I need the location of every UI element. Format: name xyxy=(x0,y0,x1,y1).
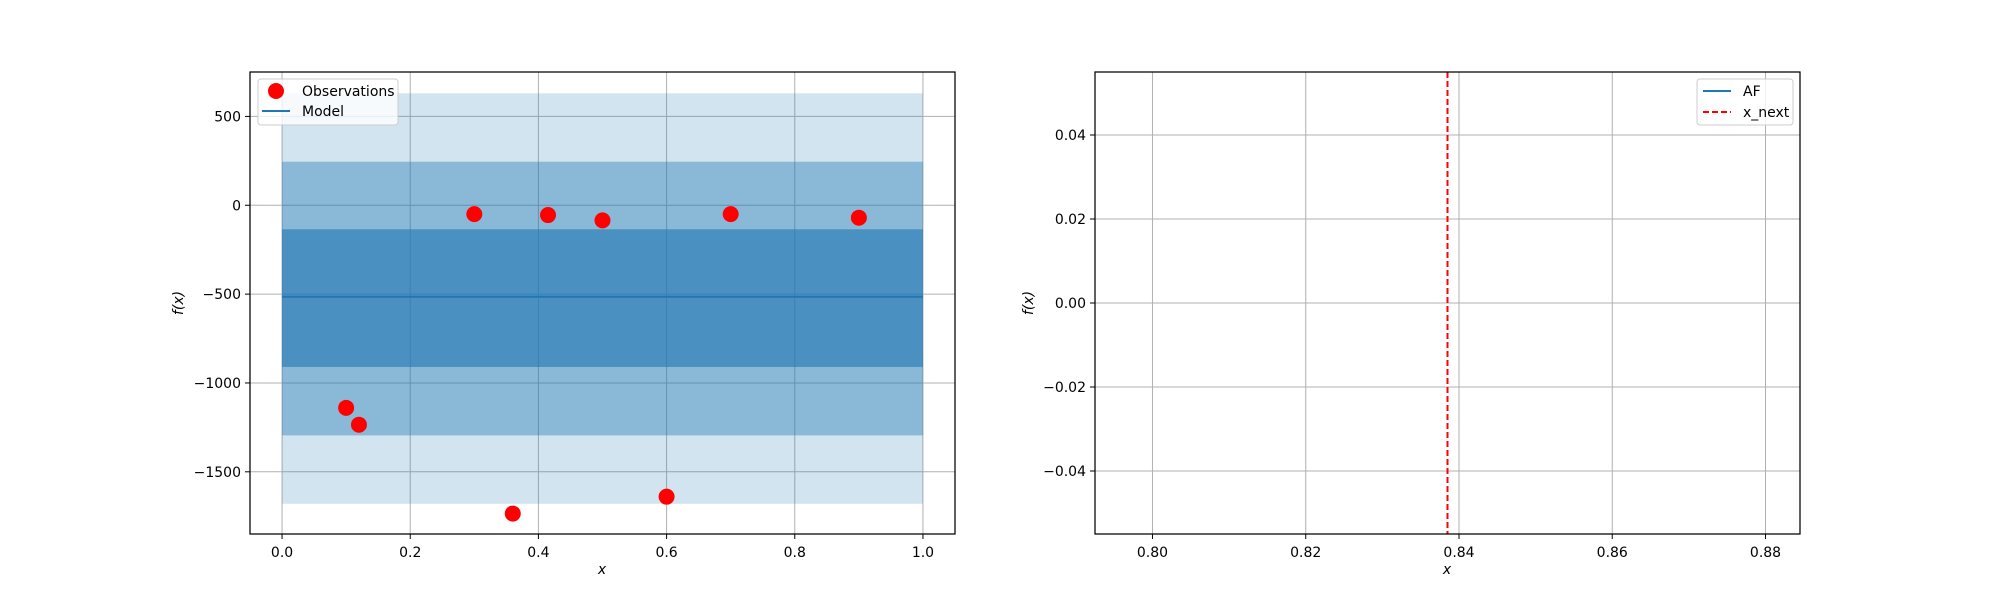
x-tick-label: 0.4 xyxy=(527,545,549,561)
legend-observations-marker xyxy=(268,83,284,99)
y-axis-label: f(x) xyxy=(1021,291,1037,315)
plot-frame xyxy=(249,71,956,535)
x-tick-label: 1.0 xyxy=(912,545,934,561)
legend-af-label: AF xyxy=(1743,84,1761,100)
legend-observations-label: Observations xyxy=(302,84,395,100)
observation-point xyxy=(594,212,611,229)
legend-x-next-label: x_next xyxy=(1743,105,1790,121)
x-tick-label: 0.8 xyxy=(784,545,806,561)
chart-right-acquisition-function: 0.80 0.82 0.84 0.86 0.88 0.04 0.02 0.00 −0.02 −0.… xyxy=(1021,71,1801,578)
y-tick-label: 500 xyxy=(214,109,241,125)
observation-point xyxy=(338,399,355,416)
y-tick-label: −1500 xyxy=(194,465,241,481)
y-tick-label: 0.02 xyxy=(1055,212,1086,228)
axis-ticks: 0.0 0.2 0.4 0.6 0.8 1.0 500 0 −500 −1000 −1500 xyxy=(194,109,934,561)
x-tick-label: 0.84 xyxy=(1443,545,1474,561)
legend-frame xyxy=(257,78,399,126)
observation-point xyxy=(540,207,557,224)
x-axis-label: x xyxy=(1442,562,1452,578)
observation-point xyxy=(466,206,483,223)
x-tick-label: 0.6 xyxy=(655,545,677,561)
x-axis-label: x xyxy=(597,562,607,578)
y-tick-label: −0.02 xyxy=(1043,380,1086,396)
y-tick-label: −0.04 xyxy=(1043,464,1086,480)
legend-model-label: Model xyxy=(302,104,344,120)
y-tick-label: 0.00 xyxy=(1055,296,1086,312)
observation-point xyxy=(658,488,675,505)
observation-point xyxy=(504,505,521,522)
x-tick-label: 0.82 xyxy=(1290,545,1321,561)
y-tick-label: 0.04 xyxy=(1055,128,1086,144)
x-tick-label: 0.0 xyxy=(271,545,293,561)
observation-point xyxy=(850,209,867,226)
chart-left-observations-model: 0.0 0.2 0.4 0.6 0.8 1.0 500 0 −500 −1000 −1500 x f… xyxy=(171,71,956,578)
confidence-bands xyxy=(282,93,923,504)
x-tick-label: 0.86 xyxy=(1597,545,1628,561)
confidence-band-1-sigma xyxy=(282,229,923,367)
observation-point xyxy=(722,206,739,223)
x-tick-label: 0.88 xyxy=(1750,545,1781,561)
x-tick-label: 0.80 xyxy=(1137,545,1168,561)
y-tick-label: −500 xyxy=(203,287,241,303)
legend: Observations Model xyxy=(257,78,399,126)
x-tick-label: 0.2 xyxy=(399,545,421,561)
axis-ticks: 0.80 0.82 0.84 0.86 0.88 0.04 0.02 0.00 −0.02 −0.… xyxy=(1043,128,1781,561)
y-tick-label: −1000 xyxy=(194,376,241,392)
legend: AF x_next xyxy=(1696,78,1794,126)
observation-points xyxy=(338,206,867,522)
y-tick-label: 0 xyxy=(232,198,241,214)
y-axis-label: f(x) xyxy=(171,291,187,315)
observation-point xyxy=(350,416,367,433)
